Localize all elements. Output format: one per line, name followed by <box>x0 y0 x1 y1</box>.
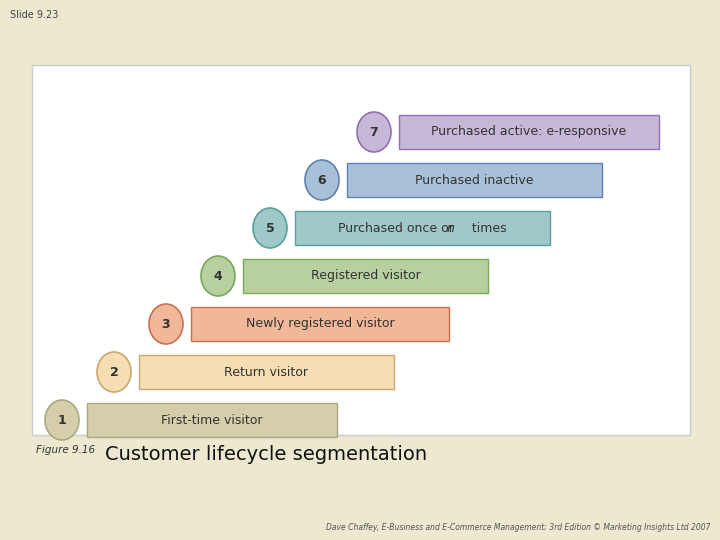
Text: 2: 2 <box>109 366 118 379</box>
Text: Customer lifecycle segmentation: Customer lifecycle segmentation <box>105 445 427 464</box>
Text: Dave Chaffey, E-Business and E-Commerce Management; 3rd Edition © Marketing Insi: Dave Chaffey, E-Business and E-Commerce … <box>325 523 710 532</box>
Text: Purchased active: e-responsive: Purchased active: e-responsive <box>431 125 626 138</box>
Ellipse shape <box>45 400 79 440</box>
FancyBboxPatch shape <box>87 403 337 437</box>
Ellipse shape <box>357 112 391 152</box>
Ellipse shape <box>305 160 339 200</box>
Text: Newly registered visitor: Newly registered visitor <box>246 318 395 330</box>
Text: 7: 7 <box>369 125 379 138</box>
Text: First-time visitor: First-time visitor <box>161 414 263 427</box>
Ellipse shape <box>97 352 131 392</box>
FancyBboxPatch shape <box>399 115 659 149</box>
Ellipse shape <box>201 256 235 296</box>
Text: Figure 9.16: Figure 9.16 <box>36 445 95 455</box>
FancyBboxPatch shape <box>347 163 602 197</box>
Text: Slide 9.23: Slide 9.23 <box>10 10 58 20</box>
Text: Purchased once or      times: Purchased once or times <box>338 221 507 234</box>
FancyBboxPatch shape <box>139 355 394 389</box>
Text: Return visitor: Return visitor <box>225 366 308 379</box>
Ellipse shape <box>149 304 183 344</box>
Text: 3: 3 <box>162 318 171 330</box>
FancyBboxPatch shape <box>191 307 449 341</box>
Text: n: n <box>446 221 454 234</box>
Text: Purchased inactive: Purchased inactive <box>415 173 534 186</box>
Text: 4: 4 <box>214 269 222 282</box>
FancyBboxPatch shape <box>32 65 690 435</box>
FancyBboxPatch shape <box>243 259 488 293</box>
Text: 5: 5 <box>266 221 274 234</box>
Text: Registered visitor: Registered visitor <box>310 269 420 282</box>
Text: 6: 6 <box>318 173 326 186</box>
FancyBboxPatch shape <box>295 211 550 245</box>
Text: 1: 1 <box>58 414 66 427</box>
Ellipse shape <box>253 208 287 248</box>
